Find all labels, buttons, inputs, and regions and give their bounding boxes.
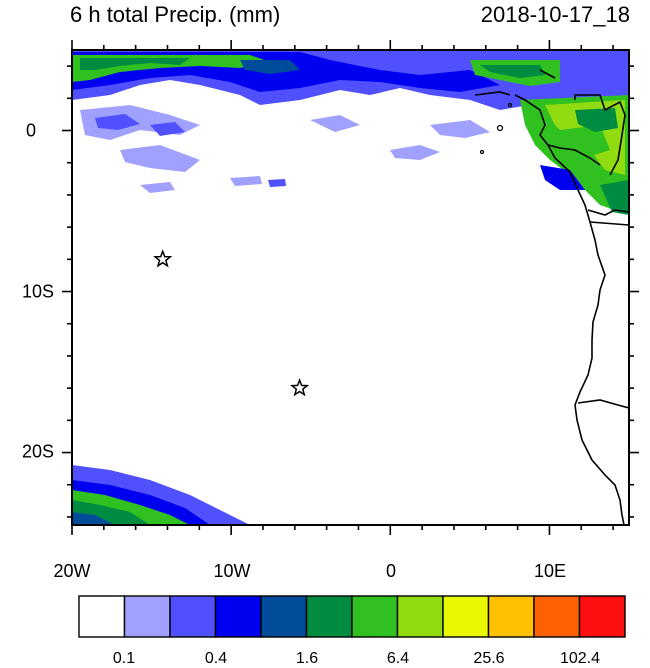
lat-tick-label: 0	[26, 120, 37, 141]
star-marker	[290, 377, 310, 397]
valid-time: 2018-10-17_18	[480, 2, 630, 27]
colorbar-swatch	[305, 595, 353, 638]
colorbar-swatch	[123, 595, 171, 638]
colorbar-swatch	[78, 595, 126, 638]
lat-tick-label: 20S	[22, 441, 55, 462]
lon-tick-label: 20W	[53, 561, 91, 581]
colorbar-swatch	[442, 595, 490, 638]
precip-field	[72, 50, 629, 525]
colorbar-swatch	[169, 595, 217, 638]
lon-tick-label: 0	[385, 561, 397, 581]
coastline	[474, 69, 629, 525]
colorbar-swatch	[351, 595, 399, 638]
islands	[479, 102, 513, 155]
colorbar-swatch	[487, 595, 535, 638]
colorbar-swatch	[396, 595, 444, 638]
map-title: 6 h total Precip. (mm)	[70, 2, 281, 27]
lat-tick-label: 10S	[22, 281, 55, 302]
colorbar-swatch	[533, 595, 581, 638]
colorbar-swatch	[214, 595, 262, 638]
marker-layer	[153, 249, 310, 397]
colorbar	[78, 595, 626, 638]
lon-tick-label: 10W	[213, 561, 251, 581]
colorbar-label: 102.4	[559, 650, 601, 667]
colorbar-label: 6.4	[386, 650, 410, 667]
colorbar-label: 25.6	[473, 650, 505, 667]
colorbar-label: 1.6	[295, 650, 319, 667]
star-marker	[153, 249, 173, 268]
colorbar-swatch	[260, 595, 308, 638]
plot-frame	[71, 49, 630, 526]
axis-ticks	[62, 40, 639, 535]
colorbar-label: 0.1	[112, 650, 136, 667]
colorbar-swatch	[578, 595, 626, 638]
colorbar-label: 0.4	[204, 650, 228, 667]
lon-tick-label: 10E	[533, 561, 567, 581]
